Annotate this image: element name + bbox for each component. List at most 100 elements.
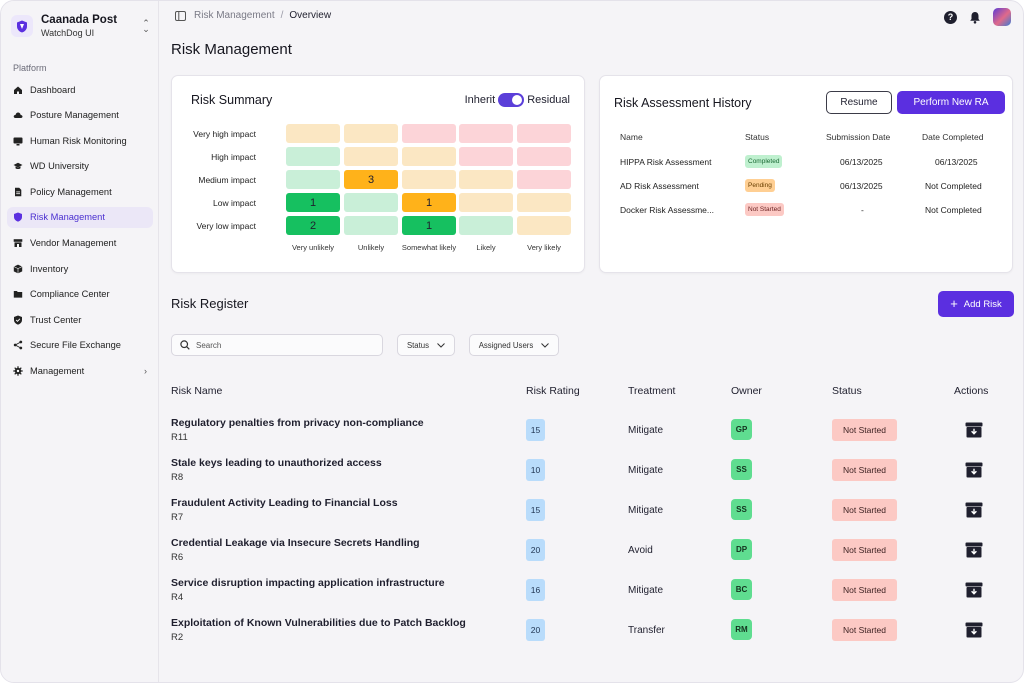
- risk-name[interactable]: Exploitation of Known Vulnerabilities du…: [171, 617, 466, 629]
- heatmap-cell[interactable]: 2: [286, 216, 340, 235]
- bell-icon[interactable]: [969, 11, 981, 24]
- chevrons-updown-icon[interactable]: ⌃ ⌄: [142, 18, 150, 34]
- likelihood-label: Likely: [476, 243, 496, 252]
- sidebar-item-label: Policy Management: [30, 186, 112, 197]
- page-title: Risk Management: [171, 41, 292, 58]
- heatmap-cell[interactable]: [344, 124, 398, 143]
- heatmap-cell[interactable]: [286, 147, 340, 166]
- box-icon: [13, 264, 23, 274]
- owner-avatar[interactable]: DP: [731, 539, 752, 560]
- sidebar-item-label: Posture Management: [30, 110, 119, 121]
- assigned-users-filter-dropdown[interactable]: Assigned Users: [469, 334, 559, 356]
- archive-icon[interactable]: [965, 622, 983, 638]
- user-avatar[interactable]: [993, 8, 1011, 26]
- sidebar-item-dashboard[interactable]: Dashboard: [7, 79, 153, 100]
- sidebar-item-label: Compliance Center: [30, 289, 110, 300]
- treatment: Mitigate: [628, 585, 664, 596]
- risk-id: R6: [171, 552, 184, 563]
- risk-name[interactable]: Stale keys leading to unauthorized acces…: [171, 457, 382, 469]
- owner-avatar[interactable]: SS: [731, 459, 752, 480]
- archive-icon[interactable]: [965, 542, 983, 558]
- sidebar-item-trust-center[interactable]: Trust Center: [7, 309, 153, 330]
- heatmap-cell[interactable]: [459, 193, 513, 212]
- sidebar-item-secure-file-exchange[interactable]: Secure File Exchange: [7, 335, 153, 356]
- archive-icon[interactable]: [965, 462, 983, 478]
- treatment: Mitigate: [628, 505, 664, 516]
- heatmap-cell[interactable]: [459, 124, 513, 143]
- heatmap-cell[interactable]: [459, 147, 513, 166]
- ra-date-completed: Not Completed: [925, 205, 982, 215]
- nav-section-label: Platform: [13, 63, 47, 73]
- heatmap-cell[interactable]: [459, 170, 513, 189]
- heatmap-cell[interactable]: [286, 124, 340, 143]
- heatmap-cell[interactable]: [517, 170, 571, 189]
- sidebar-item-label: Trust Center: [30, 314, 82, 325]
- heatmap-cell[interactable]: 1: [402, 216, 456, 235]
- risk-rating-badge: 10: [526, 459, 545, 481]
- heatmap-cell[interactable]: 3: [344, 170, 398, 189]
- inherit-residual-toggle[interactable]: Inherit Residual: [465, 93, 570, 107]
- heatmap-cell[interactable]: [286, 170, 340, 189]
- col-header-risk-name: Risk Name: [171, 385, 223, 397]
- heatmap-cell[interactable]: [402, 124, 456, 143]
- likelihood-label: Very unlikely: [291, 243, 335, 252]
- owner-avatar[interactable]: RM: [731, 619, 752, 640]
- status-filter-dropdown[interactable]: Status: [397, 334, 455, 356]
- risk-name[interactable]: Credential Leakage via Insecure Secrets …: [171, 537, 420, 549]
- heatmap-cell[interactable]: 1: [402, 193, 456, 212]
- add-risk-button[interactable]: + Add Risk: [938, 291, 1014, 317]
- breadcrumb-parent[interactable]: Risk Management: [194, 10, 275, 21]
- sidebar-item-compliance-center[interactable]: Compliance Center: [7, 284, 153, 305]
- sidebar-item-risk-management[interactable]: Risk Management: [7, 206, 153, 228]
- sidebar-item-vendor-management[interactable]: Vendor Management: [7, 233, 153, 254]
- add-risk-label: Add Risk: [963, 298, 1002, 310]
- sidebar-item-wd-university[interactable]: WD University: [7, 156, 153, 177]
- heatmap-cell[interactable]: [344, 216, 398, 235]
- search-input[interactable]: Search: [171, 334, 383, 356]
- col-header-owner: Owner: [731, 385, 762, 397]
- sidebar-item-management[interactable]: Management ›: [7, 361, 153, 382]
- risk-assessment-history-card: Risk Assessment History Resume Perform N…: [599, 75, 1013, 273]
- resume-button[interactable]: Resume: [826, 91, 892, 114]
- ra-row-name[interactable]: AD Risk Assessment: [620, 181, 699, 191]
- sidebar-item-posture-management[interactable]: Posture Management: [7, 105, 153, 126]
- assigned-users-filter-label: Assigned Users: [478, 340, 534, 350]
- sidebar-item-label: Inventory: [30, 263, 69, 274]
- heatmap-cell[interactable]: [344, 193, 398, 212]
- toggle-switch[interactable]: [498, 93, 525, 107]
- risk-status-badge: Not Started: [832, 539, 897, 561]
- archive-icon[interactable]: [965, 422, 983, 438]
- search-icon: [180, 340, 190, 350]
- ra-row-name[interactable]: HIPPA Risk Assessment: [620, 157, 712, 167]
- help-icon[interactable]: ?: [944, 10, 957, 24]
- heatmap-cell[interactable]: [517, 124, 571, 143]
- ra-row-name[interactable]: Docker Risk Assessme...: [620, 205, 714, 215]
- sidebar-item-human-risk-monitoring[interactable]: Human Risk Monitoring: [7, 130, 153, 151]
- ra-history-title: Risk Assessment History: [614, 96, 752, 110]
- monitor-icon: [13, 137, 23, 146]
- heatmap-cell[interactable]: 1: [286, 193, 340, 212]
- sidebar-toggle-icon[interactable]: [175, 10, 186, 21]
- risk-name[interactable]: Regulatory penalties from privacy non-co…: [171, 417, 424, 429]
- owner-avatar[interactable]: BC: [731, 579, 752, 600]
- heatmap-cell[interactable]: [459, 216, 513, 235]
- col-header-treatment: Treatment: [628, 385, 676, 397]
- shield-icon: [14, 212, 22, 223]
- owner-avatar[interactable]: GP: [731, 419, 752, 440]
- owner-avatar[interactable]: SS: [731, 499, 752, 520]
- heatmap-cell[interactable]: [344, 147, 398, 166]
- sidebar-item-inventory[interactable]: Inventory: [7, 258, 153, 279]
- heatmap-cell[interactable]: [402, 147, 456, 166]
- heatmap-cell[interactable]: [517, 193, 571, 212]
- sidebar-item-policy-management[interactable]: Policy Management: [7, 181, 153, 202]
- archive-icon[interactable]: [965, 502, 983, 518]
- risk-name[interactable]: Fraudulent Activity Leading to Financial…: [171, 497, 398, 509]
- org-switcher[interactable]: Caanada Post WatchDog UI ⌃ ⌄: [11, 10, 151, 42]
- archive-icon[interactable]: [965, 582, 983, 598]
- heatmap-cell[interactable]: [402, 170, 456, 189]
- perform-new-ra-button[interactable]: Perform New RA: [897, 91, 1005, 114]
- heatmap-cell[interactable]: [517, 147, 571, 166]
- heatmap-cell[interactable]: [517, 216, 571, 235]
- treatment: Mitigate: [628, 425, 664, 436]
- risk-name[interactable]: Service disruption impacting application…: [171, 577, 445, 589]
